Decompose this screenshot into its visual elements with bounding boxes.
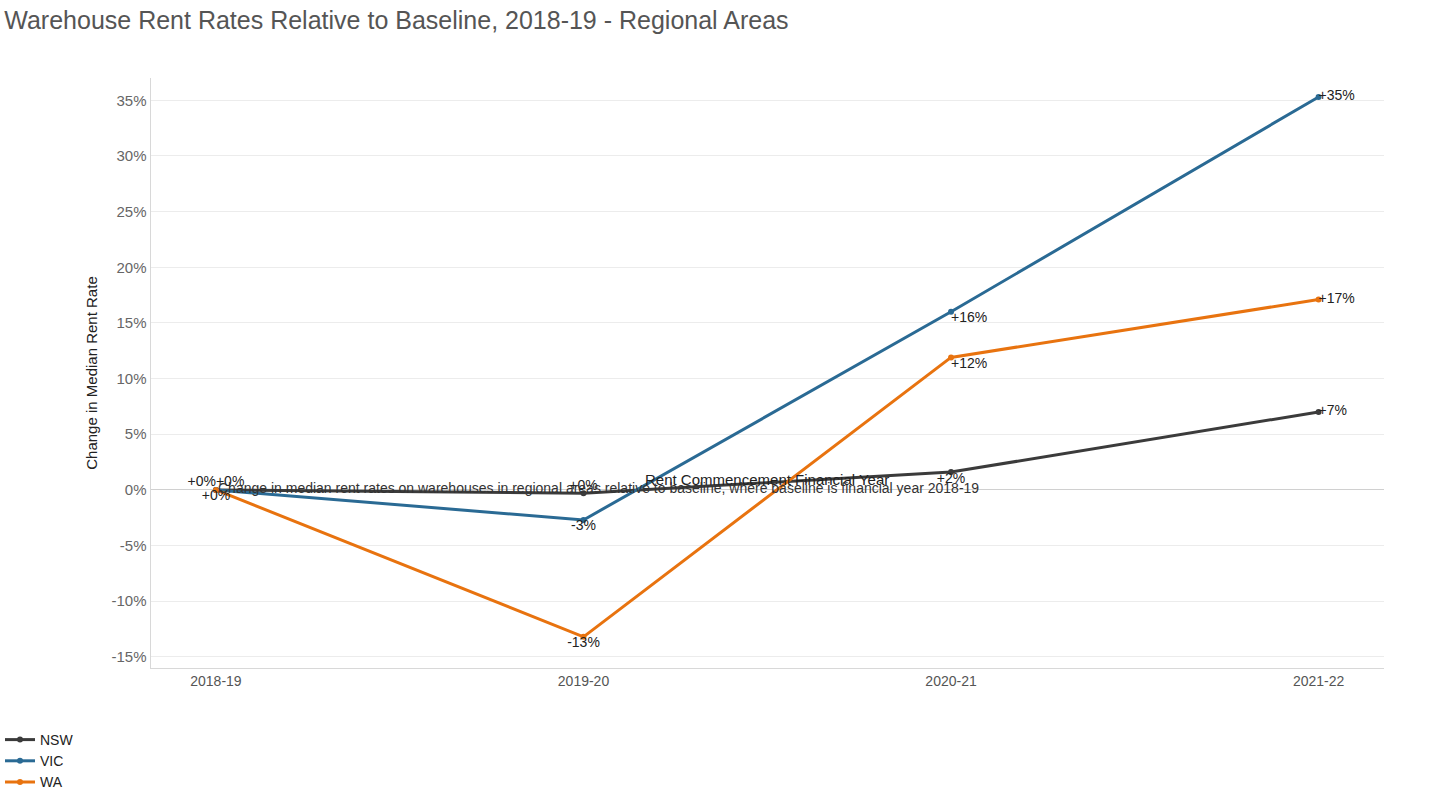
svg-text:30%: 30% [117,147,147,164]
svg-text:-3%: -3% [571,517,596,533]
svg-text:2021-22: 2021-22 [1293,673,1345,689]
svg-text:+0%: +0% [569,477,597,493]
svg-text:+0%: +0% [216,473,244,489]
svg-text:Change in Median Rent Rate: Change in Median Rent Rate [83,276,100,469]
svg-text:2020-21: 2020-21 [925,673,977,689]
svg-text:2018-19: 2018-19 [190,673,242,689]
svg-text:5%: 5% [125,425,147,442]
svg-text:+7%: +7% [1319,402,1347,418]
svg-text:-5%: -5% [120,537,147,554]
svg-text:+0%: +0% [202,487,230,503]
svg-text:-10%: -10% [112,592,147,609]
svg-text:Change in median rent rates on: Change in median rent rates on warehouse… [218,480,979,496]
svg-text:+2%: +2% [937,470,965,486]
svg-text:-15%: -15% [112,648,147,665]
svg-text:0%: 0% [125,481,147,498]
svg-text:+12%: +12% [951,355,987,371]
svg-text:+16%: +16% [951,309,987,325]
svg-text:+0%: +0% [188,473,216,489]
svg-text:10%: 10% [117,370,147,387]
svg-text:+35%: +35% [1319,87,1355,103]
svg-text:WA: WA [40,774,63,790]
svg-text:2019-20: 2019-20 [558,673,610,689]
svg-text:-13%: -13% [567,634,600,650]
svg-text:+17%: +17% [1319,290,1355,306]
svg-text:20%: 20% [117,259,147,276]
svg-text:Rent Commencement Financial Ye: Rent Commencement Financial Year [645,471,889,488]
svg-text:15%: 15% [117,314,147,331]
svg-text:35%: 35% [117,92,147,109]
svg-text:VIC: VIC [40,753,63,769]
svg-text:25%: 25% [117,203,147,220]
svg-text:Warehouse Rent Rates Relative: Warehouse Rent Rates Relative to Baselin… [4,6,788,34]
svg-text:NSW: NSW [40,732,73,748]
